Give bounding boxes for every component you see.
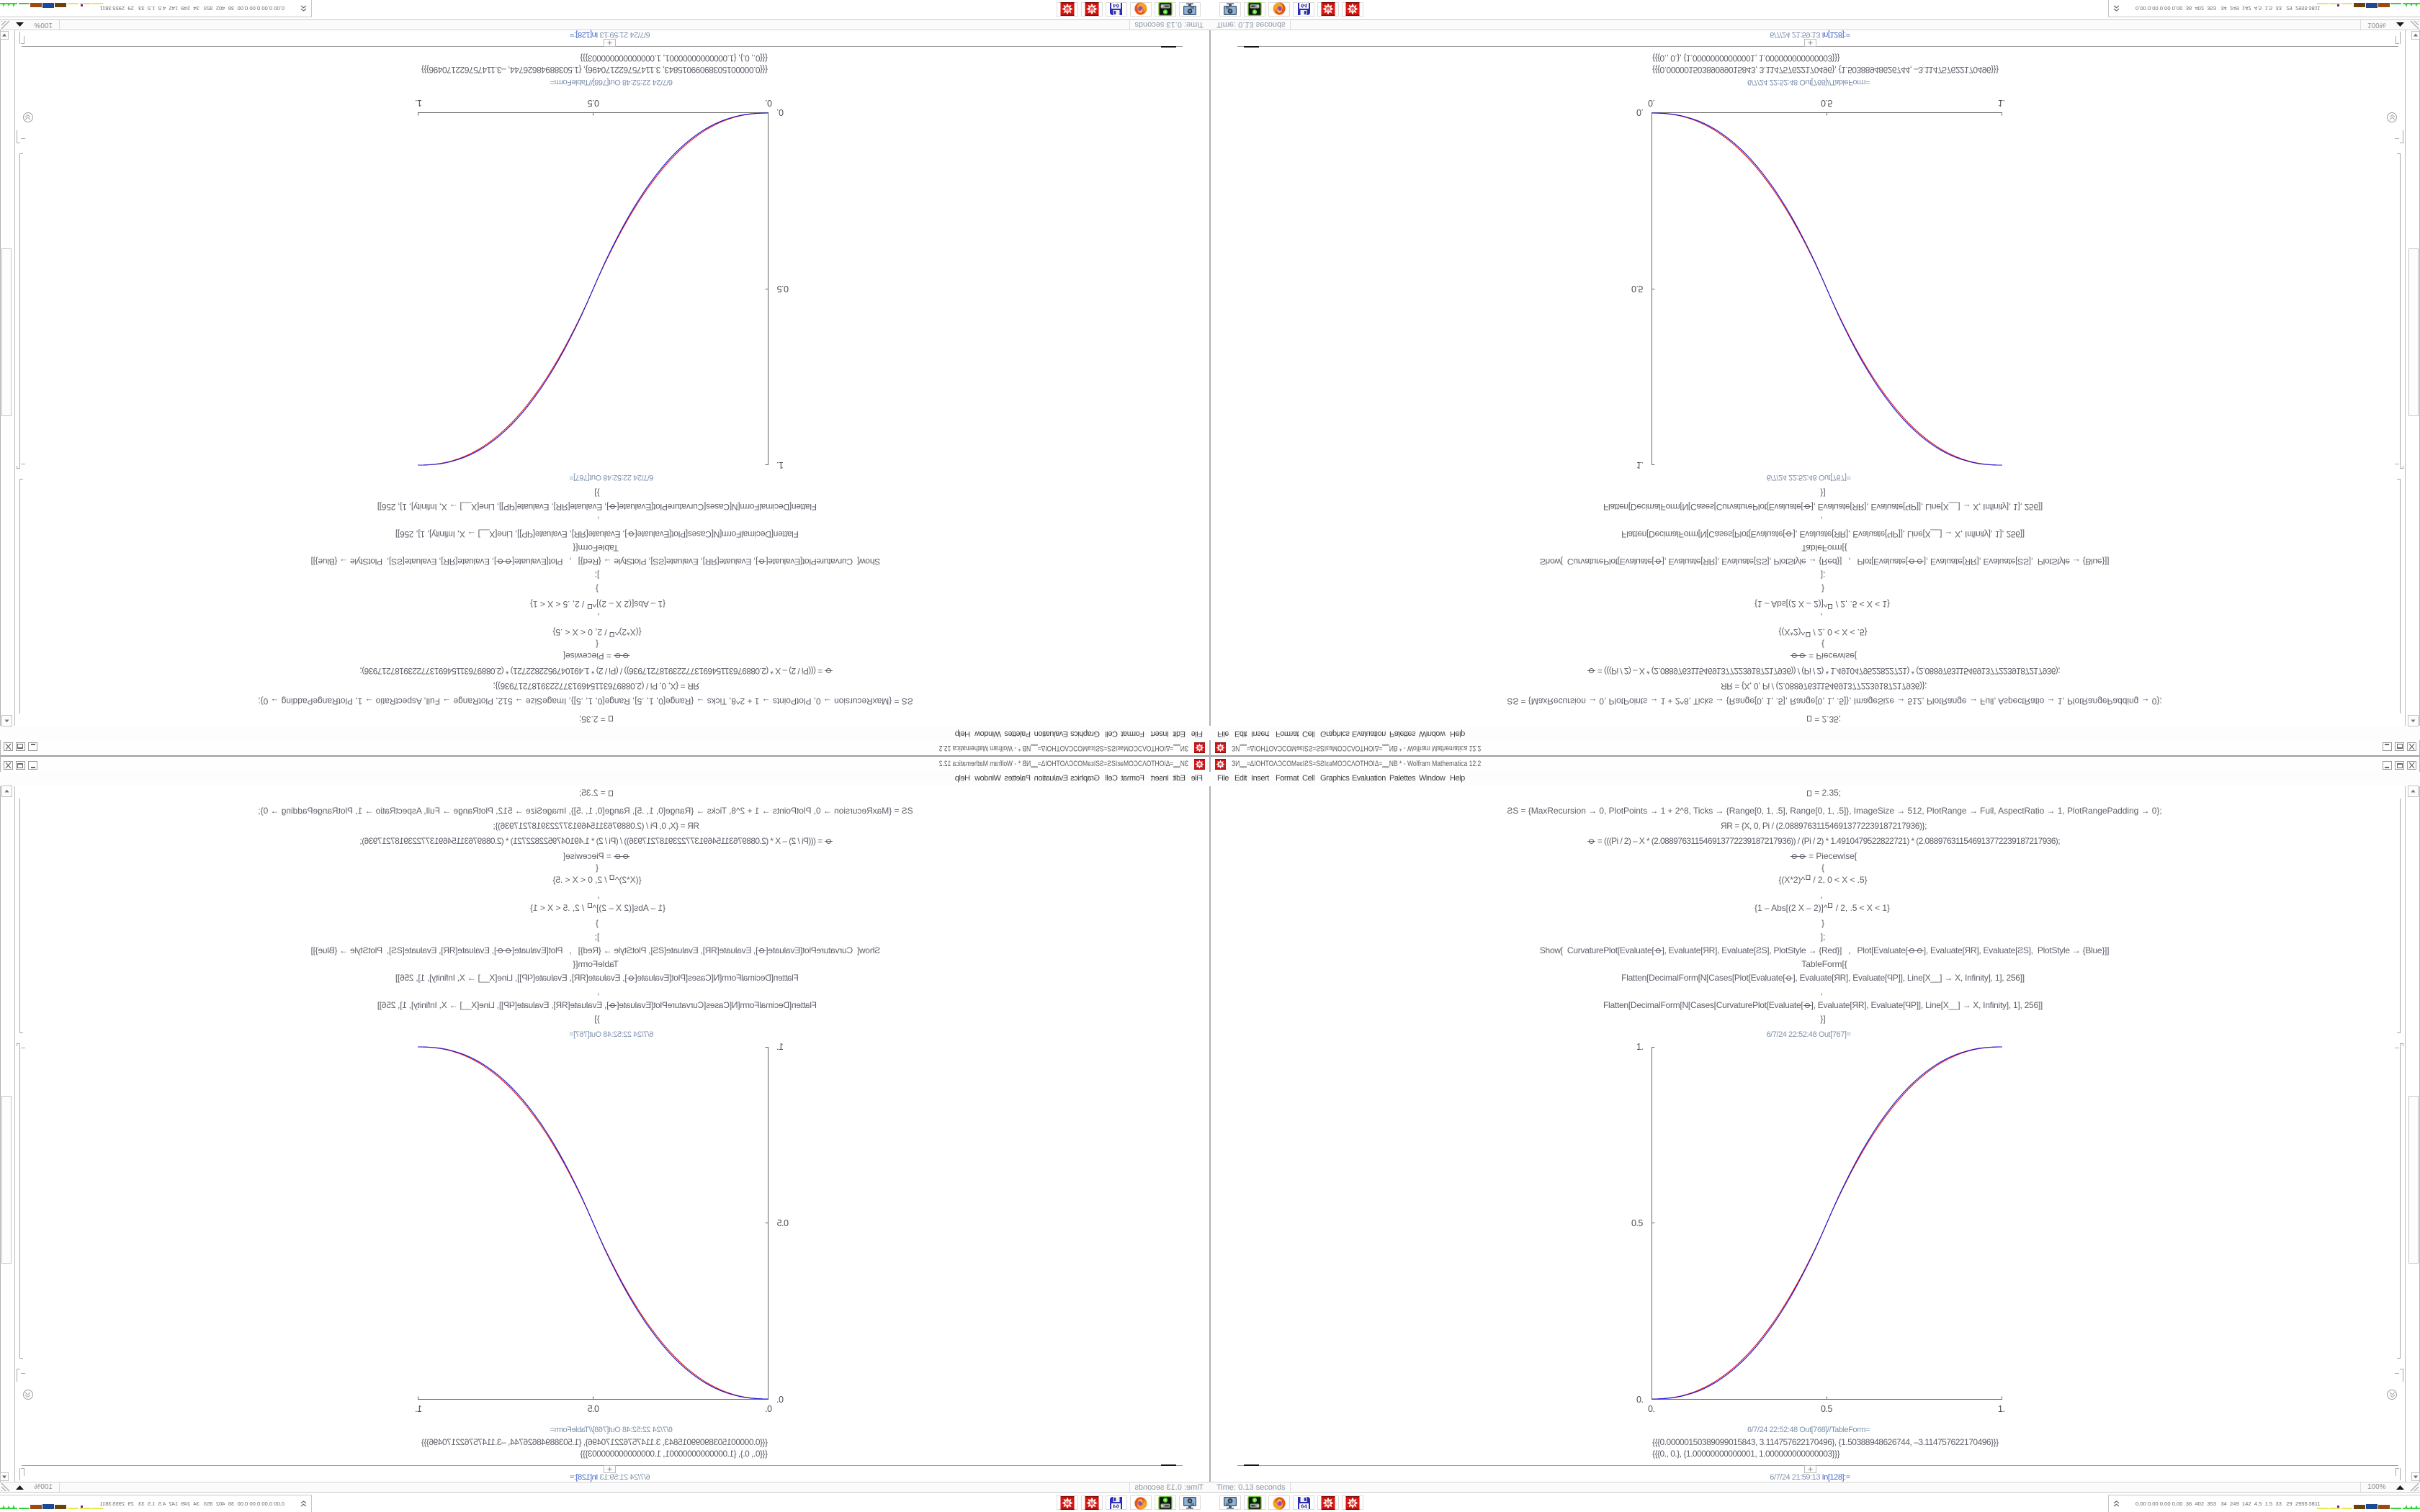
- svg-text:64: 64: [1113, 1505, 1120, 1511]
- svg-text:64: 64: [1301, 1505, 1308, 1511]
- svg-text:64: 64: [1113, 2, 1120, 8]
- svg-text:64: 64: [1301, 2, 1308, 8]
